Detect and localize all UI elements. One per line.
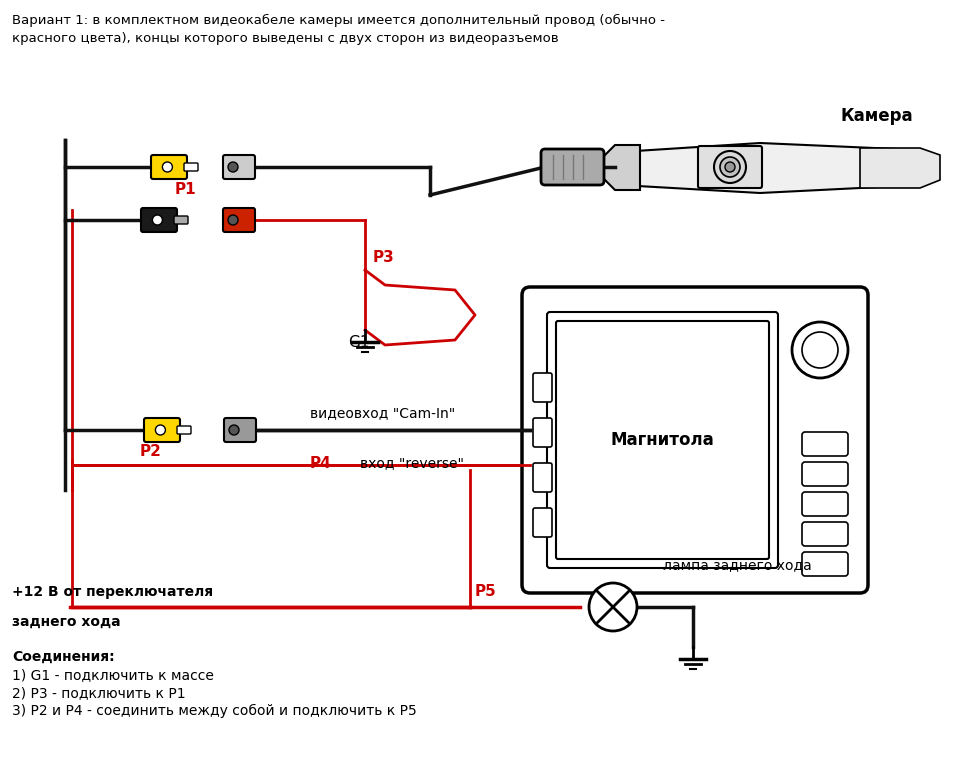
FancyBboxPatch shape [141, 208, 177, 232]
Polygon shape [620, 143, 920, 193]
Text: +12 В от переключателя: +12 В от переключателя [12, 585, 213, 599]
Circle shape [792, 322, 848, 378]
Text: заднего хода: заднего хода [12, 615, 121, 629]
Circle shape [720, 157, 740, 177]
Text: лампа заднего хода: лампа заднего хода [663, 558, 812, 572]
Circle shape [229, 425, 239, 435]
Text: видеовход "Cam-In": видеовход "Cam-In" [310, 406, 455, 420]
Circle shape [228, 215, 238, 225]
FancyBboxPatch shape [533, 418, 552, 447]
Circle shape [589, 583, 637, 631]
FancyBboxPatch shape [522, 287, 868, 593]
FancyBboxPatch shape [144, 418, 180, 442]
Circle shape [714, 151, 746, 183]
Circle shape [153, 215, 162, 225]
FancyBboxPatch shape [802, 432, 848, 456]
Text: Магнитола: Магнитола [611, 431, 714, 449]
FancyBboxPatch shape [184, 163, 198, 171]
Circle shape [725, 162, 735, 172]
Text: вход "reverse": вход "reverse" [360, 456, 464, 470]
Text: 1) G1 - подключить к массе: 1) G1 - подключить к массе [12, 668, 214, 682]
Text: G1: G1 [348, 335, 370, 350]
Text: Соединения:: Соединения: [12, 650, 114, 664]
FancyBboxPatch shape [556, 321, 769, 559]
FancyBboxPatch shape [547, 312, 778, 568]
FancyBboxPatch shape [533, 373, 552, 402]
Text: Камера: Камера [840, 107, 913, 125]
FancyBboxPatch shape [533, 508, 552, 537]
Text: P1: P1 [174, 182, 196, 197]
FancyBboxPatch shape [151, 155, 187, 179]
Polygon shape [600, 145, 640, 190]
FancyBboxPatch shape [802, 462, 848, 486]
FancyBboxPatch shape [541, 149, 604, 185]
Circle shape [228, 162, 238, 172]
FancyBboxPatch shape [223, 208, 255, 232]
Circle shape [156, 425, 165, 435]
FancyBboxPatch shape [174, 216, 188, 224]
Circle shape [802, 332, 838, 368]
FancyBboxPatch shape [533, 463, 552, 492]
Text: P3: P3 [373, 250, 395, 265]
Text: P2: P2 [140, 444, 162, 459]
Text: красного цвета), концы которого выведены с двух сторон из видеоразъемов: красного цвета), концы которого выведены… [12, 32, 559, 45]
Text: P4: P4 [310, 456, 332, 471]
FancyBboxPatch shape [802, 492, 848, 516]
Text: 3) Р2 и Р4 - соединить между собой и подключить к Р5: 3) Р2 и Р4 - соединить между собой и под… [12, 704, 417, 718]
FancyBboxPatch shape [802, 522, 848, 546]
FancyBboxPatch shape [698, 146, 762, 188]
Text: P5: P5 [475, 584, 496, 599]
FancyBboxPatch shape [802, 552, 848, 576]
Circle shape [162, 162, 173, 172]
Polygon shape [860, 148, 940, 188]
FancyBboxPatch shape [224, 418, 256, 442]
FancyBboxPatch shape [177, 426, 191, 434]
Text: 2) P3 - подключить к Р1: 2) P3 - подключить к Р1 [12, 686, 185, 700]
FancyBboxPatch shape [223, 155, 255, 179]
Text: Вариант 1: в комплектном видеокабеле камеры имеется дополнительный провод (обычн: Вариант 1: в комплектном видеокабеле кам… [12, 14, 665, 27]
